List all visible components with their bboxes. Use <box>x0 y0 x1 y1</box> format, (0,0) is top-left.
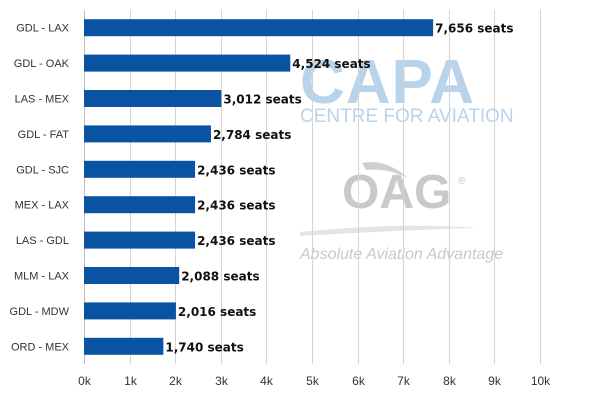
oag-tagline-watermark: Absolute Aviation Advantage <box>299 246 503 263</box>
bar <box>84 54 291 72</box>
oag-swoosh-icon <box>362 162 408 178</box>
oag-underline-swoosh-icon <box>300 225 478 236</box>
bar <box>84 231 196 249</box>
data-label: 2,784 seats <box>213 128 291 142</box>
oag-logo-watermark: OAG <box>342 166 451 219</box>
value-labels: 7,656 seats 4,524 seats 3,012 seats 2,784 s… <box>165 22 513 355</box>
data-label: 2,088 seats <box>181 270 259 284</box>
watermark-layer: CAPA CENTRE FOR AVIATION OAG ® Absolute … <box>299 48 514 263</box>
x-tick-label: 10k <box>531 374 551 388</box>
category-label: MEX - LAX <box>15 200 70 212</box>
category-label: GDL - OAK <box>14 58 70 70</box>
registered-mark: ® <box>458 176 466 187</box>
x-tick-label: 0k <box>78 374 92 388</box>
bar <box>84 125 211 143</box>
capa-logo-watermark: CAPA <box>300 48 475 117</box>
category-label: GDL - SJC <box>16 164 69 176</box>
category-labels: GDL - LAX GDL - OAK LAS - MEX GDL - FAT GDL … <box>10 23 70 354</box>
x-tick-label: 6k <box>352 374 366 388</box>
category-label: ORD - MEX <box>11 341 70 353</box>
data-label: 2,436 seats <box>197 163 275 177</box>
x-tick-label: 1k <box>124 374 138 388</box>
x-tick-label: 9k <box>488 374 502 388</box>
category-label: LAS - GDL <box>16 235 69 247</box>
category-label: GDL - MDW <box>10 306 70 318</box>
category-label: GDL - FAT <box>18 129 70 141</box>
data-label: 3,012 seats <box>223 93 301 107</box>
data-label: 4,524 seats <box>292 57 370 71</box>
category-label: MLM - LAX <box>14 271 70 283</box>
bar <box>84 196 196 214</box>
x-axis-tick-labels: 0k 1k 2k 3k 4k 5k 6k 7k 8k 9k 10k <box>78 374 551 388</box>
grid-layer <box>84 10 541 364</box>
x-tick-label: 2k <box>169 374 183 388</box>
bar <box>84 160 196 178</box>
bar <box>84 267 180 284</box>
data-label: 2,436 seats <box>197 199 275 213</box>
x-tick-label: 4k <box>260 374 274 388</box>
category-label: LAS - MEX <box>15 94 70 106</box>
x-tick-label: 8k <box>443 374 457 388</box>
bar <box>84 19 434 37</box>
bar <box>84 337 164 355</box>
category-label: GDL - LAX <box>16 23 69 35</box>
bar <box>84 90 222 107</box>
capa-subtitle-watermark: CENTRE FOR AVIATION <box>300 106 514 127</box>
x-tick-label: 7k <box>397 374 411 388</box>
x-tick-label: 5k <box>306 374 320 388</box>
bars-layer <box>84 19 434 355</box>
x-tick-label: 3k <box>215 374 229 388</box>
data-label: 7,656 seats <box>435 22 513 36</box>
bar <box>84 302 176 320</box>
data-label: 1,740 seats <box>165 340 243 354</box>
data-label: 2,436 seats <box>197 234 275 248</box>
data-label: 2,016 seats <box>178 305 256 319</box>
